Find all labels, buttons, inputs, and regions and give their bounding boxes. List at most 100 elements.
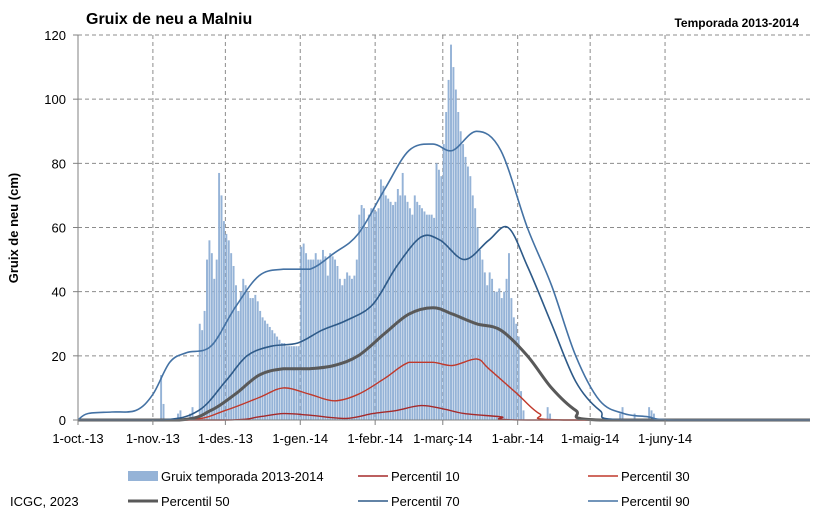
bar <box>479 249 481 420</box>
bar <box>307 259 310 420</box>
bar <box>404 195 407 420</box>
bar <box>375 211 378 420</box>
bar <box>440 176 443 420</box>
legend-label: Percentil 30 <box>621 469 690 484</box>
bar <box>520 391 523 420</box>
bar <box>322 249 324 420</box>
bar <box>348 275 351 420</box>
bar <box>336 266 339 420</box>
bar <box>384 195 387 420</box>
bar <box>491 278 494 420</box>
bar <box>401 172 404 420</box>
bar <box>471 195 474 420</box>
bar <box>297 346 300 420</box>
bar <box>413 195 416 420</box>
bar <box>522 410 525 420</box>
bar <box>447 79 450 421</box>
bar <box>314 253 317 420</box>
bar <box>319 259 322 420</box>
bar <box>280 343 283 420</box>
tick-labels: 0 20 40 60 80 100 120 1-oct.-13 1-nov.-13 1-des.-… <box>44 28 692 446</box>
percentile-lines <box>77 130 810 422</box>
bar <box>411 214 414 420</box>
bar <box>486 285 489 420</box>
bar <box>394 201 397 420</box>
bar <box>203 310 206 420</box>
bar <box>268 326 271 420</box>
x-tick-label: 1-maig-14 <box>561 431 620 446</box>
bar <box>324 256 327 420</box>
bar <box>283 343 286 420</box>
y-tick-label: 80 <box>52 156 66 171</box>
bar <box>423 211 426 420</box>
credit-text: ICGC, 2023 <box>10 494 79 509</box>
bar <box>363 208 366 420</box>
bar <box>512 317 515 420</box>
y-tick-label: 20 <box>52 349 66 364</box>
bar <box>309 259 312 420</box>
bar <box>505 278 508 420</box>
bar <box>517 336 520 420</box>
x-tick-label: 1-oct.-13 <box>52 431 103 446</box>
bar <box>648 407 651 420</box>
bar <box>302 243 305 420</box>
bar <box>273 333 276 420</box>
bar <box>254 294 257 420</box>
bar <box>198 323 201 420</box>
bar <box>495 291 498 420</box>
bar <box>500 298 503 420</box>
bar <box>256 301 259 420</box>
series-line <box>77 130 810 421</box>
bar <box>353 275 356 420</box>
y-axis-label: Gruix de neu (cm) <box>6 173 21 284</box>
bar <box>305 253 308 420</box>
x-tick-label: 1-abr.-14 <box>492 431 544 446</box>
bar <box>493 291 496 420</box>
bar <box>290 346 293 420</box>
bar <box>334 259 337 420</box>
legend-label: Percentil 70 <box>391 494 460 509</box>
x-tick-label: 1-març-14 <box>413 431 472 446</box>
bar <box>295 346 298 420</box>
bar <box>652 413 655 420</box>
bar <box>445 112 448 420</box>
y-tick-label: 40 <box>52 285 66 300</box>
bar <box>244 285 247 420</box>
bar <box>433 217 436 420</box>
bar <box>177 413 179 420</box>
bar <box>338 278 341 420</box>
bar <box>355 259 358 420</box>
bar <box>469 176 472 420</box>
bar <box>213 278 216 420</box>
bar <box>317 259 320 420</box>
bar <box>331 256 334 420</box>
bar <box>549 413 552 420</box>
y-tick-label: 0 <box>59 413 66 428</box>
bar <box>377 208 380 420</box>
bar <box>341 285 344 420</box>
bar <box>162 403 165 420</box>
bar <box>326 275 329 420</box>
bar <box>510 298 513 420</box>
legend-label: Percentil 50 <box>161 494 230 509</box>
bar <box>387 198 390 420</box>
bar <box>462 144 465 421</box>
bar <box>382 185 385 420</box>
legend-label: Gruix temporada 2013-2014 <box>161 469 324 484</box>
x-tick-label: 1-gen.-14 <box>272 431 328 446</box>
bar <box>232 266 235 420</box>
bar <box>239 291 242 420</box>
series-line <box>77 306 810 422</box>
bar <box>372 208 375 420</box>
y-tick-label: 60 <box>52 221 66 236</box>
bar <box>225 233 228 420</box>
bar <box>396 189 399 420</box>
y-tick-label: 100 <box>44 92 66 107</box>
bar <box>406 201 409 420</box>
bar <box>457 112 460 420</box>
bar <box>278 339 281 420</box>
bar <box>399 195 402 420</box>
legend-label: Percentil 10 <box>391 469 460 484</box>
x-tick-label: 1-juny-14 <box>638 431 692 446</box>
